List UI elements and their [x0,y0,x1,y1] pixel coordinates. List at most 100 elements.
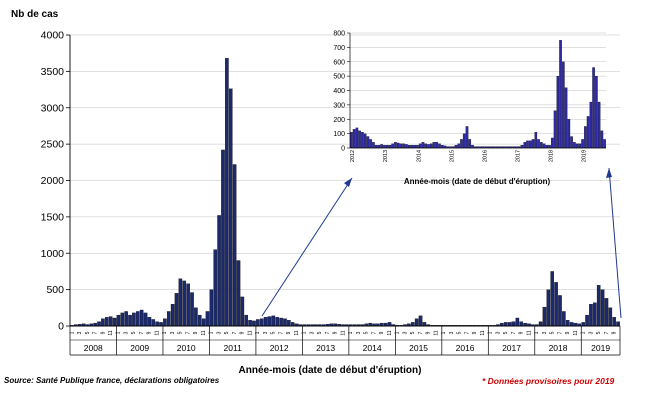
inset-bar [391,143,394,149]
month-tick-label: 11 [294,330,300,335]
inset-bar [366,136,370,149]
bar [546,289,551,327]
inset-bar [440,145,444,149]
inset-bar [380,144,383,149]
bar [290,322,295,327]
provisional-note: * Données provisoires pour 2019 [482,376,615,386]
bar [414,318,419,327]
inset-bar [361,132,364,149]
inset-bar [468,139,472,149]
y-tick-label: 3000 [41,102,65,114]
month-tick-label: 5 [85,331,91,334]
bar [174,293,179,327]
month-tick-label: 3 [216,331,222,334]
inset-y-tick-label: 500 [333,74,345,81]
month-tick-label: 1 [69,331,75,334]
month-tick-label: 1 [162,331,168,334]
month-tick-label: 3 [449,331,455,334]
bar [120,312,125,327]
month-tick-label: 5 [596,331,602,334]
year-label: 2013 [316,343,335,353]
inset-bar [520,145,524,149]
inset-bar [407,145,411,149]
month-tick-label: 11 [247,330,253,335]
bar [616,321,620,327]
bar [252,320,256,327]
bar [511,321,516,327]
bar [244,314,249,327]
month-tick-label: 11 [154,330,160,335]
year-label: 2019 [591,343,610,353]
month-tick-label: 7 [371,331,377,334]
month-tick-label: 1 [395,331,401,334]
bar [608,307,613,327]
month-tick-label: 7 [139,331,145,334]
inset-bar [457,143,461,149]
inset-bar [413,145,416,149]
month-tick-label: 9 [240,331,246,334]
inset-bar [363,133,367,149]
bar [101,318,105,327]
month-tick-label: 5 [271,331,277,334]
month-tick-label: 1 [534,331,540,334]
month-tick-label: 5 [224,331,230,334]
inset-bar [372,142,375,149]
bar [182,280,187,327]
bar [519,321,524,327]
month-tick-label: 1 [581,331,587,334]
bar [232,164,237,327]
zoom-arrow-right-head [606,168,612,178]
bar [562,311,566,327]
year-label: 2016 [456,343,475,353]
year-label: 2017 [502,343,521,353]
bar [197,314,202,327]
inset-bar [427,144,430,149]
month-tick-label: 7 [511,331,517,334]
year-label: 2010 [177,343,196,353]
bar [105,317,109,327]
month-tick-label: 1 [348,331,354,334]
month-tick-label: 7 [93,331,99,334]
inset-bar [396,142,400,149]
inset-year-label: 2012 [350,150,356,162]
inset-y-tick-label: 700 [333,45,345,52]
bar [155,321,159,327]
inset-bar [578,143,582,149]
bar [538,321,543,327]
inset-y-tick-label: 400 [333,88,345,95]
bar [593,302,597,327]
month-tick-label: 11 [387,330,393,335]
bar [279,317,283,327]
bar [190,292,194,327]
month-tick-label: 11 [480,330,486,335]
inset-bar [429,143,433,149]
y-tick-label: 3500 [41,66,65,78]
inset-year-label: 2014 [416,150,422,162]
bar [569,322,574,327]
inset-bar [553,110,557,149]
month-tick-label: 11 [573,330,579,335]
inset-bar [388,145,392,149]
bar [143,312,148,327]
month-tick-label: 5 [410,331,416,334]
month-tick-label: 3 [542,331,548,334]
month-tick-label: 11 [433,330,439,335]
inset-bar [570,136,573,149]
inset-year-label: 2019 [581,150,587,162]
inset-bar [350,132,353,149]
inset-bar [421,142,425,149]
bar [170,304,175,327]
month-tick-label: 7 [232,331,238,334]
inset-bar [542,143,546,149]
inset-bar [603,139,606,149]
month-tick-label: 7 [418,331,424,334]
inset-year-label: 2018 [548,150,554,162]
inset-x-axis-label: Année-mois (date de début d'éruption) [403,177,551,186]
month-tick-label: 3 [588,331,594,334]
month-tick-label: 9 [379,331,385,334]
month-tick-label: 3 [309,331,315,334]
bar [139,309,144,327]
bar [503,322,508,327]
bar [287,320,291,327]
